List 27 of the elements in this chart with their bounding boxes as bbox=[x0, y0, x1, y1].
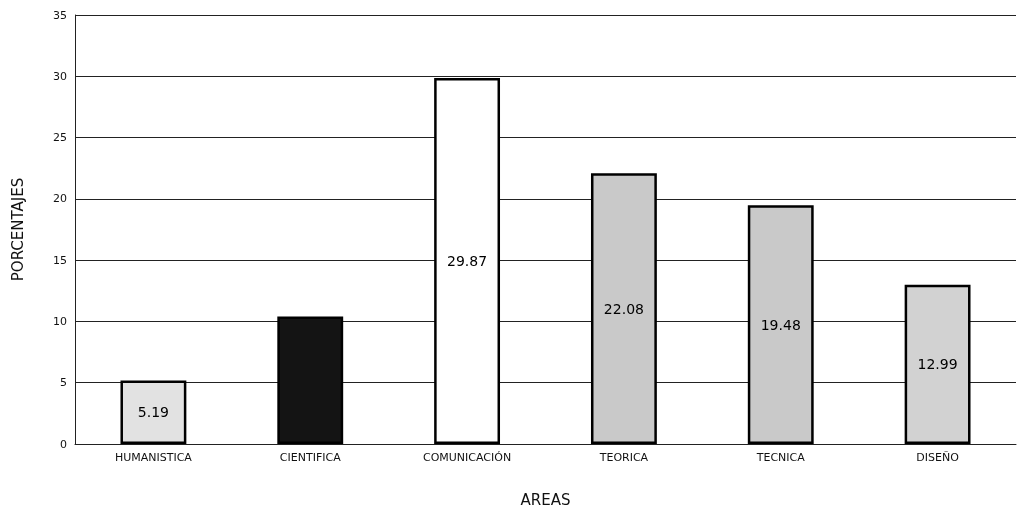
x-tick-label: HUMANISTICA bbox=[114, 451, 193, 464]
x-axis-title: AREAS bbox=[520, 490, 571, 509]
bar bbox=[120, 380, 187, 444]
x-tick-label: COMUNICACIÓN bbox=[422, 451, 512, 464]
x-tick-label: CIENTIFICA bbox=[279, 451, 342, 464]
y-tick-label: 15 bbox=[53, 253, 67, 267]
bar bbox=[590, 173, 657, 444]
data-label: 29.87 bbox=[447, 252, 488, 269]
data-label: 19.48 bbox=[760, 316, 801, 333]
x-tick-label: TEORICA bbox=[598, 451, 649, 464]
y-axis-title: PORCENTAJES bbox=[8, 177, 27, 282]
data-label: 5.19 bbox=[137, 404, 169, 421]
data-label: 12.99 bbox=[917, 356, 958, 373]
bar bbox=[434, 77, 501, 444]
y-tick-label: 10 bbox=[53, 314, 67, 328]
bar bbox=[904, 284, 971, 444]
x-tick-label: TECNICA bbox=[755, 451, 806, 464]
y-tick-label: 5 bbox=[60, 376, 67, 390]
y-tick-label: 35 bbox=[53, 8, 67, 22]
y-tick-label: 25 bbox=[53, 131, 67, 145]
bar bbox=[747, 205, 814, 444]
bar bbox=[277, 316, 344, 444]
data-label: 22.08 bbox=[603, 300, 644, 317]
y-tick-label: 0 bbox=[60, 437, 67, 451]
y-tick-label: 30 bbox=[53, 69, 67, 83]
x-tick-label: DISEÑO bbox=[916, 451, 960, 464]
y-tick-label: 20 bbox=[53, 192, 67, 206]
